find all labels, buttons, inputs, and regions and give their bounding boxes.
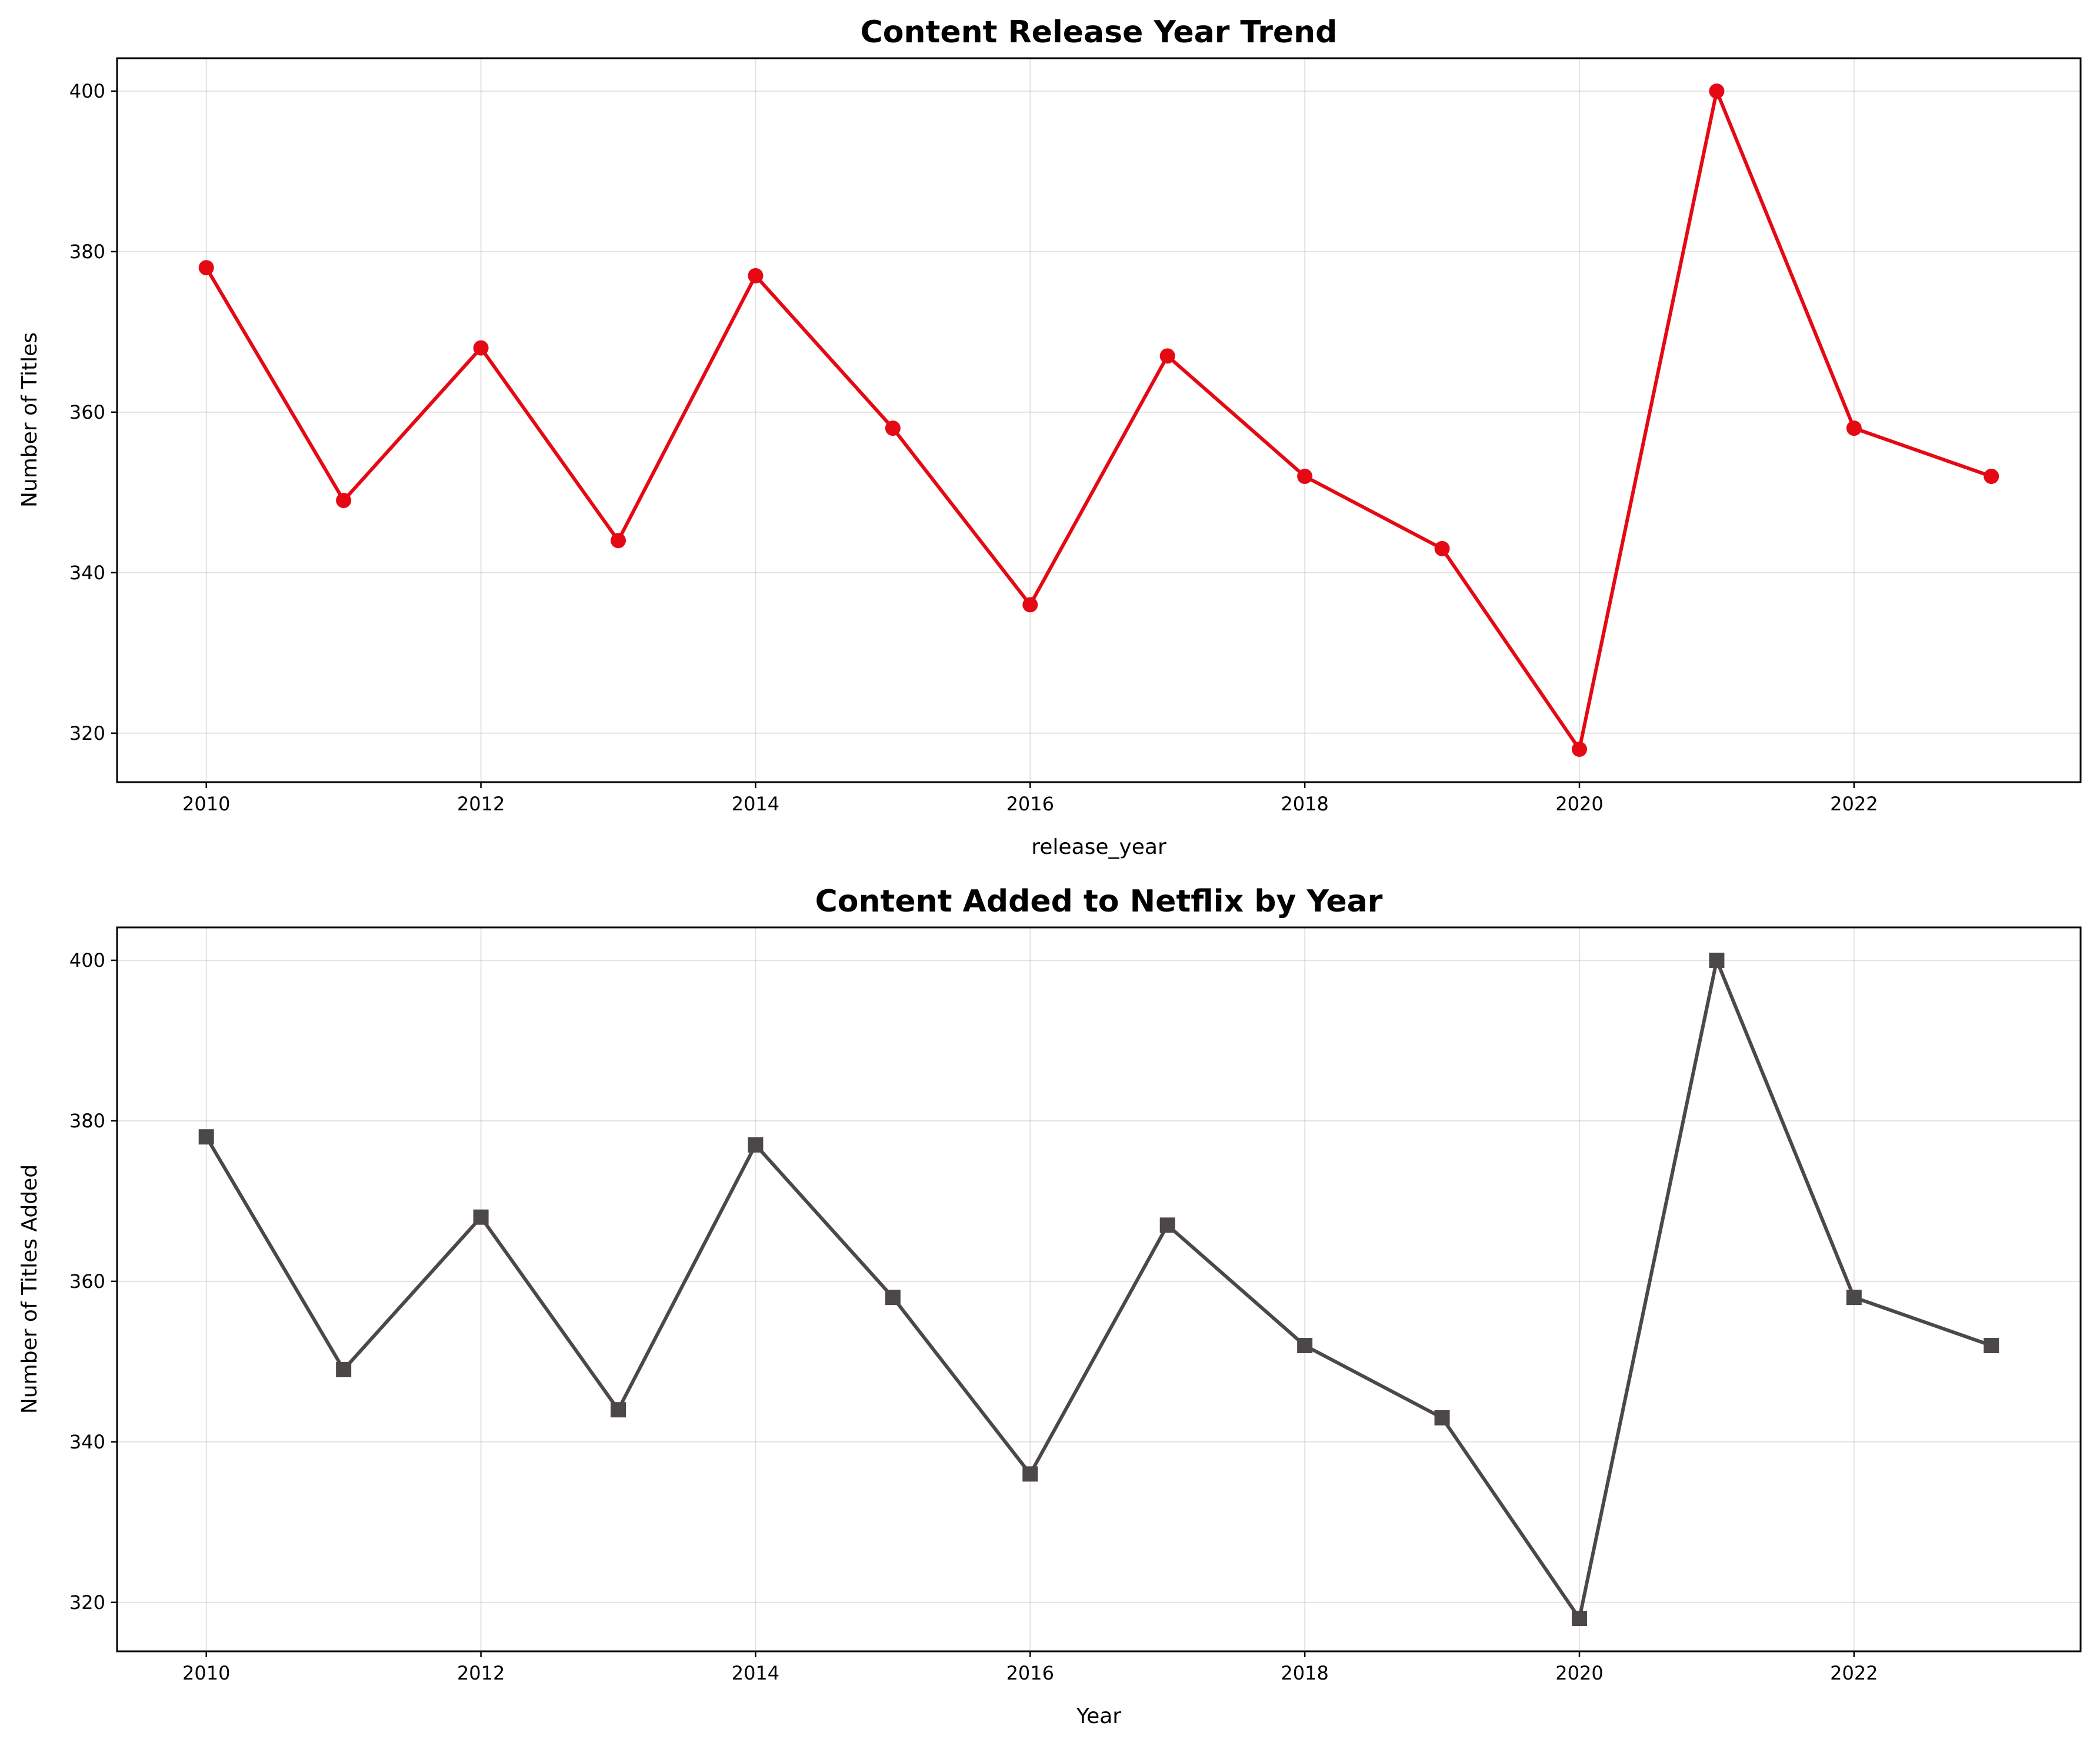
data-point <box>1709 952 1725 968</box>
data-point <box>1984 469 1999 485</box>
data-point <box>1022 1466 1038 1482</box>
y-tick-label: 400 <box>69 949 105 972</box>
data-point <box>1297 469 1313 485</box>
x-axis-label: release_year <box>1031 835 1166 859</box>
data-point <box>1434 540 1450 556</box>
plot-frame <box>116 926 2082 1652</box>
data-point <box>1434 1410 1450 1425</box>
data-point <box>748 268 764 283</box>
x-tick-label: 2018 <box>1281 793 1328 815</box>
series <box>198 952 1999 1627</box>
data-point <box>473 340 489 356</box>
data-point <box>1984 1338 1999 1354</box>
data-point <box>1709 83 1725 99</box>
data-point <box>198 1129 214 1145</box>
x-tick-label: 2022 <box>1830 793 1878 815</box>
data-point <box>1022 597 1038 613</box>
data-point <box>1297 1338 1313 1354</box>
grid <box>117 58 2081 782</box>
x-tick-label: 2016 <box>1006 793 1054 815</box>
axis-ticks: 2010 2012 2014 2016 2018 2020 2022 320 340 360 380… <box>69 949 1878 1684</box>
grid <box>117 927 2081 1651</box>
series-line <box>205 89 1992 751</box>
data-point <box>1571 742 1587 757</box>
data-point <box>611 1402 626 1418</box>
y-tick-label: 340 <box>69 1431 105 1453</box>
release-year-chart: Content Release Year Trend 2010 2012 2014 2… <box>18 15 2082 859</box>
series-line <box>205 959 1992 1620</box>
x-tick-label: 2020 <box>1555 1662 1603 1684</box>
y-tick-label: 380 <box>69 241 105 263</box>
y-axis-label: Number of Titles Added <box>18 1164 42 1414</box>
data-point <box>1846 1290 1862 1306</box>
data-point <box>1571 1611 1587 1627</box>
x-tick-label: 2010 <box>182 1662 230 1684</box>
x-tick-label: 2014 <box>732 793 779 815</box>
content-added-chart: Content Added to Netflix by Year 2010 201… <box>18 884 2082 1728</box>
data-point <box>336 492 352 508</box>
x-axis-label: Year <box>1076 1704 1121 1728</box>
data-point <box>198 260 214 276</box>
x-tick-label: 2018 <box>1281 1662 1328 1684</box>
x-tick-label: 2016 <box>1006 1662 1054 1684</box>
y-tick-label: 380 <box>69 1110 105 1132</box>
x-tick-label: 2020 <box>1555 793 1603 815</box>
y-axis-label: Number of Titles <box>18 332 42 508</box>
x-tick-label: 2014 <box>732 1662 779 1684</box>
plot-frame <box>116 57 2082 783</box>
data-point <box>473 1209 489 1225</box>
chart-title: Content Release Year Trend <box>861 15 1338 50</box>
x-tick-label: 2012 <box>457 1662 505 1684</box>
data-point <box>885 420 901 436</box>
y-tick-label: 320 <box>69 722 105 745</box>
y-tick-label: 340 <box>69 562 105 584</box>
data-point <box>748 1137 764 1153</box>
data-point <box>336 1361 352 1377</box>
axis-ticks: 2010 2012 2014 2016 2018 2020 2022 320 340 360 380… <box>69 80 1878 815</box>
x-tick-label: 2022 <box>1830 1662 1878 1684</box>
x-tick-label: 2012 <box>457 793 505 815</box>
chart-title: Content Added to Netflix by Year <box>815 884 1383 919</box>
y-tick-label: 400 <box>69 80 105 102</box>
data-point <box>1159 1217 1175 1233</box>
x-tick-label: 2010 <box>182 793 230 815</box>
data-point <box>885 1290 901 1306</box>
data-point <box>1846 420 1862 436</box>
data-point <box>611 533 626 549</box>
y-tick-label: 320 <box>69 1591 105 1614</box>
y-tick-label: 360 <box>69 401 105 423</box>
series <box>198 83 1999 757</box>
data-point <box>1159 348 1175 364</box>
y-tick-label: 360 <box>69 1270 105 1293</box>
